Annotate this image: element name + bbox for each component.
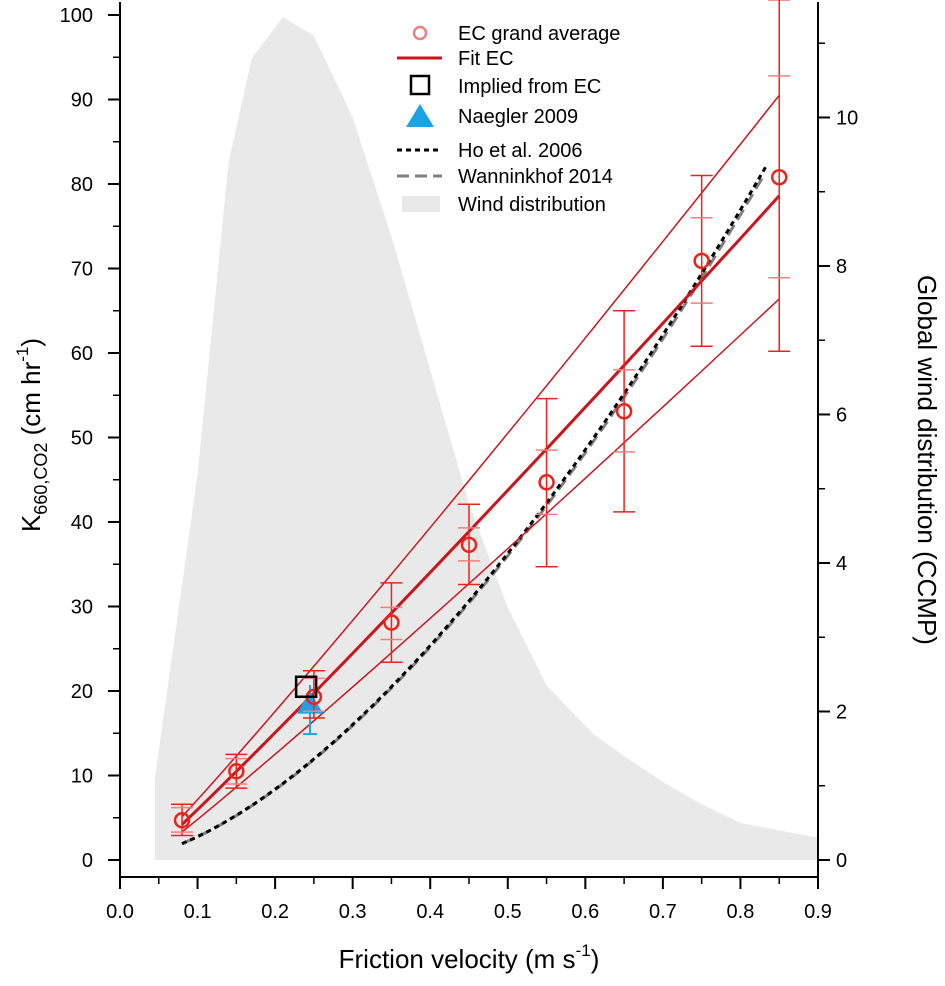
y-axis-title: K660,CO2 (cm hr-1) — [13, 338, 51, 532]
y2-tick-label: 2 — [836, 701, 847, 723]
legend-item: Wanninkhof 2014 — [397, 166, 613, 188]
y-tick-label: 60 — [71, 343, 93, 365]
legend-item: Fit EC — [397, 48, 514, 70]
ec-grand-average-point — [615, 403, 633, 420]
legend-label: Fit EC — [458, 48, 514, 70]
y-tick-label: 0 — [82, 850, 93, 872]
wind-distribution-area — [154, 17, 818, 860]
legend-item: Naegler 2009 — [406, 104, 578, 128]
y2-tick-label: 6 — [836, 404, 847, 426]
legend-filled-area — [402, 196, 440, 212]
legend-item: Implied from EC — [409, 74, 601, 98]
x-tick-label: 0.9 — [804, 901, 832, 923]
y-tick-label: 90 — [71, 90, 93, 112]
ec-grand-average-point — [538, 474, 555, 491]
y-tick-label: 70 — [71, 259, 93, 281]
legend-item: Ho et al. 2006 — [397, 140, 583, 162]
y2-tick-label: 8 — [836, 256, 847, 278]
legend-label: Naegler 2009 — [458, 106, 578, 128]
legend-label: Ho et al. 2006 — [458, 140, 583, 162]
x-axis-title: Friction velocity (m s-1) — [339, 941, 600, 974]
x-tick-label: 0.3 — [339, 901, 367, 923]
legend-item: Wind distribution — [402, 194, 606, 216]
x-tick-label: 0.6 — [571, 901, 599, 923]
legend-triangle-marker — [406, 104, 434, 127]
legend-circle-marker — [412, 25, 428, 41]
legend-square-marker — [409, 74, 431, 96]
ho-2006-line — [181, 162, 769, 846]
fit-ec-upper-bound — [181, 94, 780, 818]
y-tick-label: 20 — [71, 681, 93, 703]
wind-distribution-layer — [154, 17, 818, 860]
x-tick-label: 0.4 — [416, 901, 444, 923]
x-tick-label: 0.8 — [727, 901, 755, 923]
ec-grand-average-point — [460, 536, 478, 554]
y2-axis-title: Global wind distribution (CCMP) — [912, 275, 942, 645]
ec-grand-average-point — [383, 614, 400, 631]
y-tick-label: 50 — [71, 428, 93, 450]
y2-tick-label: 4 — [836, 553, 847, 575]
legend-label: EC grand average — [458, 23, 620, 45]
y-tick-label: 80 — [71, 174, 93, 196]
y-tick-label: 10 — [71, 766, 93, 788]
legend-label: Implied from EC — [458, 76, 601, 98]
ec-grand-average-point — [693, 252, 710, 270]
axes-layer: 0.0 0.1 0.2 0.3 0.4 0.5 0.6 0.7 0.8 0.90102030405… — [13, 2, 942, 974]
legend-item: EC grand average — [412, 23, 620, 45]
y-tick-label: 30 — [71, 597, 93, 619]
ec-grand-average-point — [228, 763, 245, 780]
ec-grand-average-point — [770, 168, 788, 186]
x-tick-label: 0.2 — [261, 901, 289, 923]
x-tick-label: 0.1 — [184, 901, 212, 923]
x-tick-label: 0.0 — [106, 901, 134, 923]
fit-ec-lower-bound — [181, 298, 780, 833]
legend: EC grand average Fit EC Implied from EC Nae… — [397, 23, 620, 216]
ec-grand-average-point — [173, 812, 191, 829]
legend-label: Wind distribution — [458, 194, 606, 216]
implied-from-ec-point — [294, 675, 318, 699]
series-layer — [171, 0, 791, 846]
x-tick-label: 0.7 — [649, 901, 677, 923]
y-tick-label: 40 — [71, 512, 93, 534]
y-tick-label: 100 — [60, 5, 93, 27]
legend-label: Wanninkhof 2014 — [458, 166, 613, 188]
y2-tick-label: 0 — [836, 850, 847, 872]
y2-tick-label: 10 — [836, 107, 858, 129]
fit-ec-line — [180, 194, 781, 826]
x-tick-label: 0.5 — [494, 901, 522, 923]
